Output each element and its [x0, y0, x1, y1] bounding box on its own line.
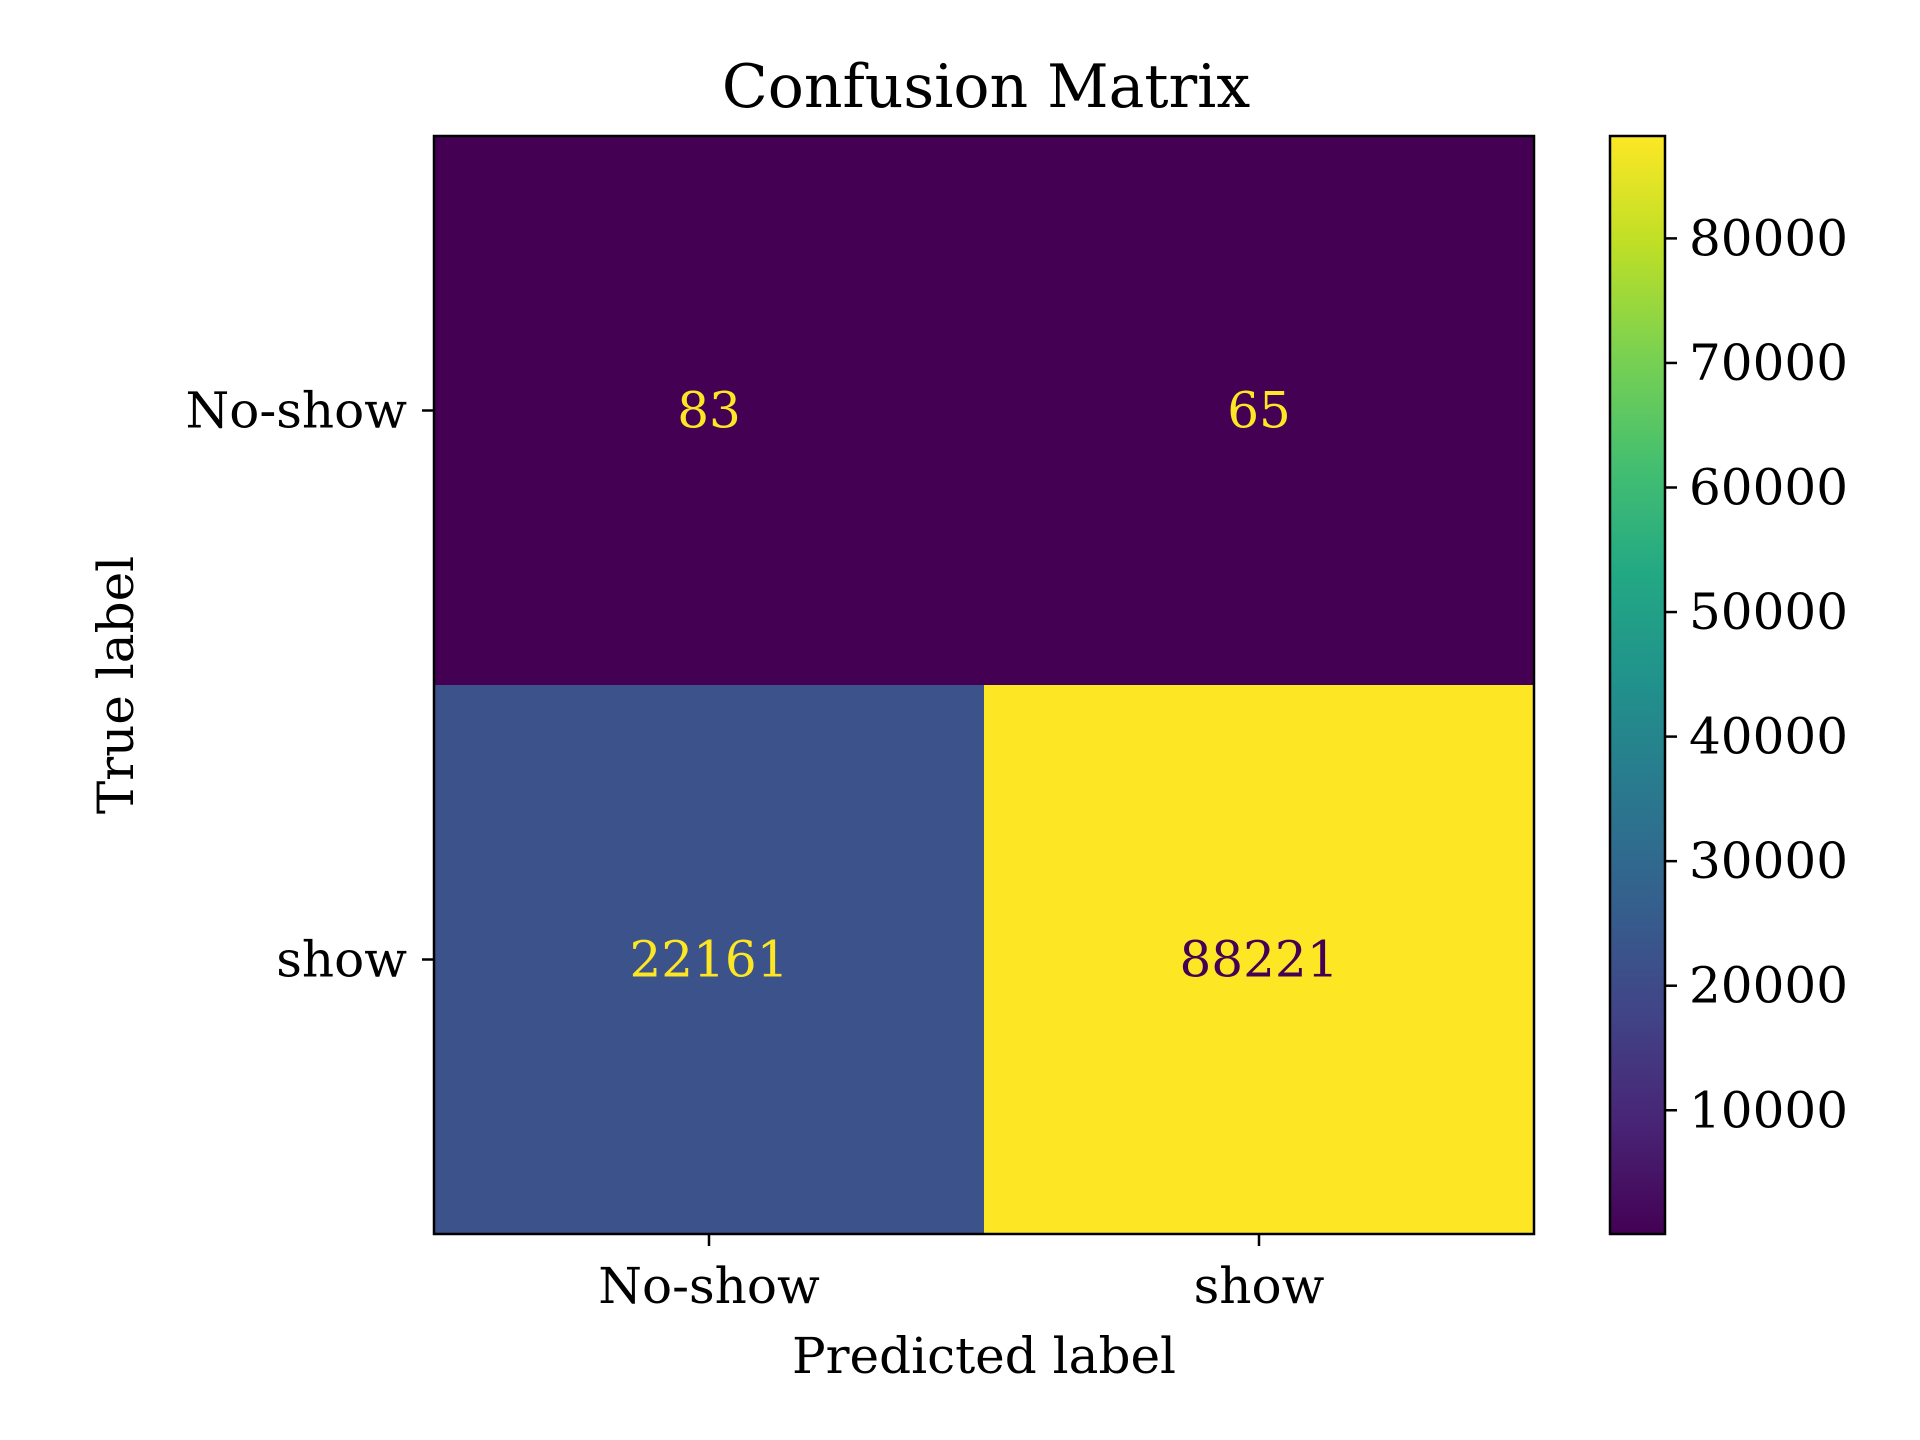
matrix-cells	[434, 136, 1535, 1235]
chart-title: Confusion Matrix	[722, 52, 1251, 122]
matrix-cell-r0-c1	[984, 136, 1535, 686]
matrix-cell-labels: 83 65 22161 88221	[629, 382, 1338, 989]
x-axis-label: Predicted label	[792, 1327, 1176, 1385]
matrix-cell-value-r0-c0: 83	[677, 382, 741, 440]
matrix-frame	[432, 134, 1536, 1236]
colorbar-ticks: 10000 20000 30000 40000 50000 60000 70000 80000	[1665, 209, 1848, 1139]
colorbar-tick-label: 10000	[1689, 1081, 1848, 1139]
x-tick-label: No-show	[598, 1257, 820, 1315]
y-axis-ticks: No-show show	[185, 382, 434, 989]
matrix-cell-r0-c0	[434, 136, 985, 686]
colorbar-tick-label: 70000	[1689, 334, 1848, 392]
colorbar-tick-label: 30000	[1689, 832, 1848, 890]
matrix-cell-value-r1-c0: 22161	[629, 931, 788, 989]
matrix-cell-value-r1-c1: 88221	[1179, 931, 1338, 989]
y-axis-label: True label	[87, 556, 145, 814]
colorbar-tick-label: 50000	[1689, 583, 1848, 641]
y-tick-label: No-show	[185, 382, 407, 440]
colorbar-tick-label: 60000	[1689, 458, 1848, 516]
colorbar	[1608, 134, 1667, 1236]
x-tick-label: show	[1194, 1257, 1325, 1315]
y-tick-label: show	[276, 931, 407, 989]
colorbar-tick-label: 20000	[1689, 957, 1848, 1015]
matrix-cell-value-r0-c1: 65	[1227, 382, 1291, 440]
matrix-cell-r1-c1	[984, 685, 1535, 1235]
colorbar-tick-label: 80000	[1689, 209, 1848, 267]
matrix-cell-r1-c0	[434, 685, 985, 1235]
x-axis-ticks: No-show show	[598, 1234, 1325, 1315]
colorbar-tick-label: 40000	[1689, 708, 1848, 766]
